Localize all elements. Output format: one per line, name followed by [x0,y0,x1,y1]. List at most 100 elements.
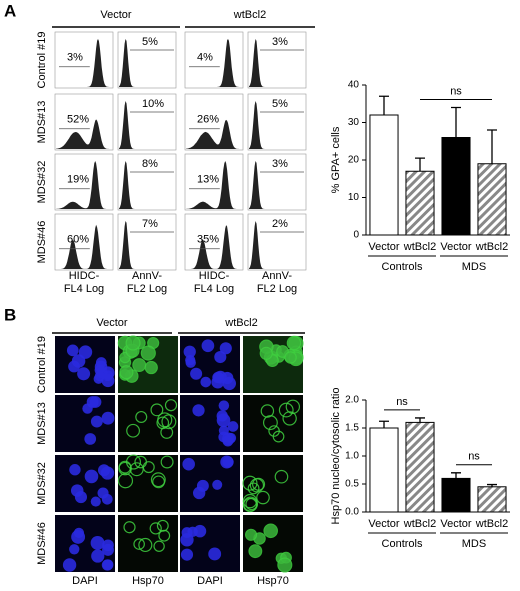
nucleus [196,479,209,492]
column-header: wtBcl2 [224,317,257,329]
axis-label: AnnV- [262,270,292,282]
x-tick-label: wtBcl2 [403,241,436,253]
percent-label: 10% [142,98,164,110]
histogram [119,161,175,209]
column-header: Vector [100,9,132,21]
column-label: DAPI [72,575,98,587]
cell-stain [249,478,265,493]
x-tick-label: wtBcl2 [475,241,508,253]
cell-stain [158,529,171,542]
histogram [56,39,112,87]
y-tick-label: 0.0 [345,507,359,518]
row-label: MDS#13 [36,402,48,445]
bar [477,486,507,513]
nucleus [73,527,85,539]
y-tick-label: 0.5 [345,479,359,490]
cell-stain [153,540,165,552]
error-bar [487,129,497,164]
bar [405,170,435,236]
column-label: Hsp70 [257,575,289,587]
percent-label: 19% [67,174,89,186]
nucleus [82,403,93,414]
percent-label: 8% [142,158,158,170]
axis-label: FL2 Log [127,283,167,295]
nucleus [91,549,105,563]
cell-stain [274,469,289,484]
nucleus [182,457,195,471]
nucleus [219,342,232,355]
nucleus [101,411,115,425]
cell-stain [286,335,302,351]
histogram [56,119,112,149]
y-tick-label: 40 [348,80,360,91]
cell-stain [268,425,280,437]
histogram [186,119,242,149]
histogram [56,161,112,209]
row-label: Control #19 [36,336,48,393]
nucleus [201,339,215,353]
histogram-frame [54,31,114,89]
percent-label: 5% [142,36,158,48]
axis-label: FL4 Log [194,283,234,295]
x-tick-label: wtBcl2 [475,518,508,530]
y-tick-label: 0 [353,230,359,241]
histogram-frame [184,213,244,271]
histogram-frame [54,153,114,211]
axis-label: FL4 Log [64,283,104,295]
percent-label: 60% [67,234,89,246]
cell-stain [149,522,162,535]
axis-label: HIDC- [69,270,100,282]
micrograph [118,455,178,512]
x-tick-label: Vector [440,241,472,253]
percent-label: 13% [197,174,219,186]
percent-label: 35% [197,234,219,246]
y-axis-label: % GPA+ cells [330,126,342,193]
cell-stain [119,365,134,380]
cell-stain [164,399,178,412]
percent-label: 3% [272,36,288,48]
nucleus [93,373,104,384]
group-label: Controls [382,538,423,550]
histogram-frame [54,213,114,271]
nucleus [90,535,105,550]
axis-label: HIDC- [199,270,230,282]
histogram-frame [184,153,244,211]
cell-stain [259,346,273,360]
row-label: MDS#32 [36,161,48,204]
cell-stain [160,455,174,469]
axis-label: AnnV- [132,270,162,282]
percent-label: 52% [67,114,89,126]
cell-stain [152,475,166,489]
cell-stain [157,412,173,428]
axis-label: FL2 Log [257,283,297,295]
nucleus [70,484,84,497]
histogram-frame [184,31,244,89]
percent-label: 7% [142,218,158,230]
cell-stain [242,475,258,491]
bar [441,137,471,236]
nucleus [214,350,227,364]
percent-label: 2% [272,218,288,230]
histogram [249,101,305,149]
cell-stain [277,557,293,573]
cell-stain [140,345,156,361]
row-label: Control #19 [36,32,48,89]
group-label: MDS [462,538,486,550]
nucleus [77,367,91,381]
nucleus [185,354,196,366]
histogram [56,224,112,269]
error-bar [415,417,425,423]
cell-stain [156,416,170,430]
nucleus [62,558,77,572]
histogram-frame [184,93,244,151]
cell-stain [144,360,158,375]
row-label: MDS#46 [36,522,48,565]
cell-stain [263,523,278,539]
cell-stain [142,461,155,474]
row-label: MDS#32 [36,462,48,505]
nucleus [180,533,194,547]
cell-stain [282,411,297,426]
micrograph [243,515,303,572]
nucleus [222,432,235,446]
y-tick-label: 1.0 [345,451,359,462]
